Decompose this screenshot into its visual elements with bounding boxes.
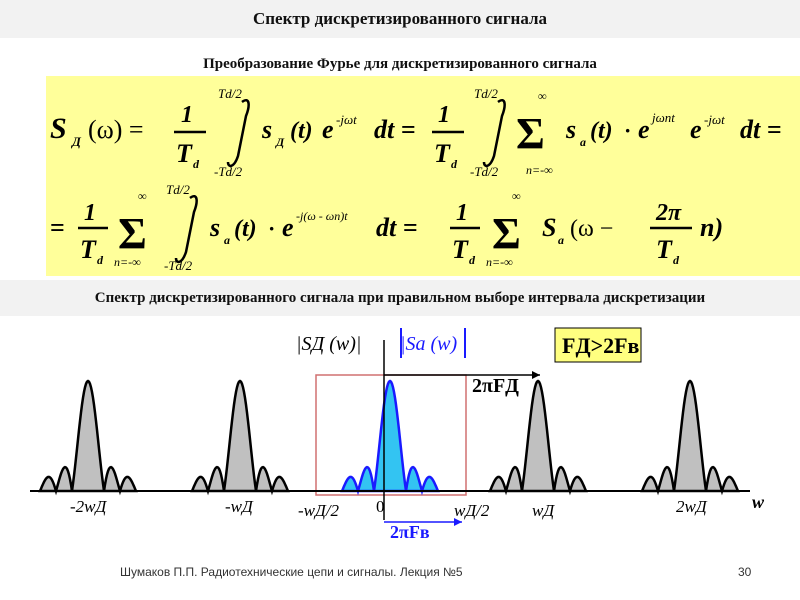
formula-e-4: e (282, 213, 294, 242)
integral-sign-1 (226, 99, 250, 168)
formula-s-2: s (565, 115, 576, 144)
formula-t-2: (t) (590, 118, 613, 144)
frac-T-1: T (176, 139, 193, 168)
frac-T-5: T (656, 235, 673, 264)
frac-one-1: 1 (181, 102, 193, 128)
formula-dot-2: · (268, 216, 275, 241)
frac-T-sub-2: d (451, 157, 458, 171)
int-lower-3: -Td/2 (164, 258, 193, 273)
sum-sign-1: Σ (516, 109, 545, 158)
frac-T-2: T (434, 139, 451, 168)
formula-S-2: S (542, 213, 556, 242)
formula-e-3: e (690, 115, 702, 144)
sum-top-1: ∞ (538, 89, 547, 103)
footer-text: Шумаков П.П. Радиотехнические цепи и сиг… (120, 565, 463, 579)
formula-e-sup-2: jωnt (650, 110, 675, 125)
baseband-lobe (340, 379, 440, 496)
slide-title: Спектр дискретизированного сигнала (0, 0, 800, 38)
formula-s-sub-3: a (224, 233, 230, 247)
formula-dt-3: dt = (376, 213, 418, 242)
condition-text: FД>2Fв (562, 333, 640, 358)
frac-T-sub-1: d (193, 157, 200, 171)
frac-T-3: T (80, 235, 97, 264)
spectrum-lobes (38, 379, 740, 496)
tick-minus-2wD: -2wД (70, 497, 108, 516)
formula-dot: · (624, 118, 631, 143)
tick-minus-wD-half: -wД/2 (298, 501, 340, 520)
formula-e-2: e (638, 115, 650, 144)
formula-e-sup-1: -jωt (336, 112, 357, 127)
section-title: Спектр дискретизированного сигнала при п… (0, 280, 800, 316)
formula-t-3: (t) (234, 216, 257, 242)
page-number: 30 (738, 565, 752, 579)
formula-S-sub: Д (71, 134, 82, 149)
bracket-top-label: 2πFД (472, 375, 519, 397)
fourier-formula: S Д (ω) = 1 T d Td/2 -Td/2 s Д (t) e -jω… (50, 86, 782, 273)
formula-box: S Д (ω) = 1 T d Td/2 -Td/2 s Д (t) e -jω… (46, 76, 800, 276)
integral-sign-2 (482, 99, 506, 168)
sum-top-2: ∞ (138, 189, 147, 203)
condition-box (554, 327, 642, 363)
formula-omega: (ω) = (88, 115, 144, 144)
formula-s-sub-2: a (580, 135, 586, 149)
formula-S-sub-2: a (558, 233, 564, 247)
integral-sign-3 (174, 195, 198, 264)
frac-T-sub-3: d (97, 253, 104, 267)
replica-lobe-plus-1 (488, 379, 588, 496)
formula-e-sup-3: -jωt (704, 112, 725, 127)
tick-minus-wD: -wД (225, 497, 254, 516)
label-SD: |SД (w)| (296, 333, 361, 355)
int-lower-1: -Td/2 (214, 164, 243, 179)
w-axis-label: w (752, 492, 765, 512)
frac-T-4: T (452, 235, 469, 264)
formula-t-1: (t) (290, 118, 313, 144)
sum-top-3: ∞ (512, 189, 521, 203)
formula-e-1: e (322, 115, 334, 144)
formula-s-sub-1: Д (275, 135, 285, 149)
formula-heading: Преобразование Фурье для дискретизирован… (203, 56, 597, 72)
tick-2wD: 2wД (676, 497, 708, 516)
replica-lobe-minus-1 (190, 379, 290, 496)
frac-2pi: 2π (655, 200, 682, 226)
frac-one-4: 1 (456, 200, 468, 226)
int-upper-3: Td/2 (166, 182, 190, 197)
formula-omega-minus: (ω − (570, 216, 613, 242)
sum-bottom-1: n=-∞ (526, 163, 553, 177)
int-upper-2: Td/2 (474, 86, 498, 101)
sum-sign-2: Σ (118, 209, 147, 258)
tick-zero: 0 (376, 497, 385, 516)
frac-T-sub-5: d (673, 253, 680, 267)
formula-S: S (50, 112, 67, 145)
label-Sa: |Sa (w) (400, 333, 457, 355)
sum-bottom-2: n=-∞ (114, 255, 141, 269)
formula-eq-2: = (50, 213, 65, 242)
formula-dt-2: dt = (740, 115, 782, 144)
bracket-bottom-label: 2πFв (390, 522, 430, 542)
formula-n-term: n) (700, 213, 723, 242)
replica-lobe-minus-2 (38, 379, 138, 496)
frac-one-2: 1 (438, 102, 450, 128)
formula-s-1: s (261, 115, 272, 144)
frac-T-sub-4: d (469, 253, 476, 267)
formula-e-sup-4: -j(ω - ωn)t (296, 209, 348, 223)
int-upper-1: Td/2 (218, 86, 242, 101)
tick-wD: wД (532, 501, 555, 520)
spectrum-diagram: w |SД (w)| |Sa (w) FД>2Fв 2πFД 2πFв -2wД… (30, 327, 765, 542)
formula-dt-1: dt = (374, 115, 416, 144)
frac-one-3: 1 (84, 200, 96, 226)
replica-lobe-plus-2 (640, 379, 740, 496)
sum-bottom-3: n=-∞ (486, 255, 513, 269)
int-lower-2: -Td/2 (470, 164, 499, 179)
tick-wD-half: wД/2 (454, 501, 490, 520)
sum-sign-3: Σ (492, 209, 521, 258)
formula-s-3: s (209, 213, 220, 242)
